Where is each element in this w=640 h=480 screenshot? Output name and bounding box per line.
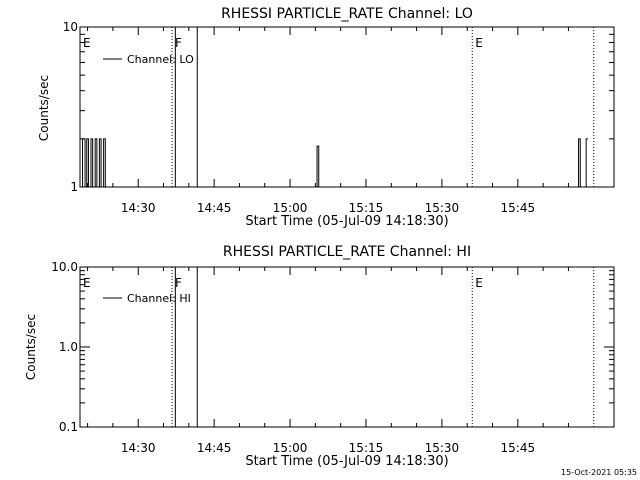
annotation-label-hi-0: E <box>83 276 91 290</box>
x-tick-label-hi-14-45: 14:45 <box>197 441 232 455</box>
chart-title-lo: RHESSI PARTICLE_RATE Channel: LO <box>221 6 473 22</box>
annotation-label-hi-4: E <box>475 276 483 290</box>
x-tick-label-lo-15-15: 15:15 <box>349 201 384 215</box>
y-tick-label-lo-10: 10 <box>63 20 78 34</box>
x-ticks-lo: 14:30 14:45 15:00 15:15 15:30 15:45 <box>87 27 569 215</box>
x-ticks-hi: 14:30 14:45 15:00 15:15 15:30 15:45 <box>87 267 569 455</box>
y-axis-label-lo: Counts/sec <box>37 75 51 141</box>
annotation-label-lo-1: F <box>175 36 182 50</box>
x-axis-label-hi: Start Time (05-Jul-09 14:18:30) <box>245 454 448 469</box>
annotation-label-lo-0: E <box>83 36 91 50</box>
legend-label-lo: Channel: LO <box>127 53 194 66</box>
y-tick-label-hi-0-1: 0.1 <box>59 420 78 434</box>
x-tick-label-hi-15-30: 15:30 <box>425 441 460 455</box>
x-tick-label-lo-15-30: 15:30 <box>425 201 460 215</box>
series-line-lo-0 <box>80 138 588 188</box>
data-layer-lo <box>80 138 588 188</box>
legend-lo: Channel: LO <box>103 53 194 66</box>
footer-timestamp: 15-Oct-2021 05:35 <box>561 468 637 477</box>
panel-hi: RHESSI PARTICLE_RATE Channel: HI Start T… <box>24 244 615 469</box>
chart-title-hi: RHESSI PARTICLE_RATE Channel: HI <box>223 244 471 260</box>
y-tick-label-lo-1: 1 <box>70 180 78 194</box>
plot-frame-hi <box>79 266 615 428</box>
annotation-label-lo-4: E <box>475 36 483 50</box>
panel-lo: RHESSI PARTICLE_RATE Channel: LO Start T… <box>37 6 615 229</box>
x-tick-label-lo-15-00: 15:00 <box>273 201 308 215</box>
x-axis-label-lo: Start Time (05-Jul-09 14:18:30) <box>245 214 448 229</box>
x-tick-label-hi-14-30: 14:30 <box>121 441 156 455</box>
x-tick-label-hi-15-00: 15:00 <box>273 441 308 455</box>
legend-label-hi: Channel: HI <box>127 292 191 305</box>
x-tick-label-lo-14-30: 14:30 <box>121 201 156 215</box>
y-ticks-hi: 0.1 1.0 10.0 <box>51 260 614 434</box>
x-tick-label-hi-15-45: 15:45 <box>501 441 536 455</box>
y-axis-label-hi: Counts/sec <box>24 314 38 380</box>
y-tick-label-hi-10-0: 10.0 <box>51 260 78 274</box>
annotation-label-hi-1: F <box>175 276 182 290</box>
x-tick-label-lo-14-45: 14:45 <box>197 201 232 215</box>
plot-frame-lo <box>79 26 615 188</box>
x-tick-label-lo-15-45: 15:45 <box>501 201 536 215</box>
y-tick-label-hi-1-0: 1.0 <box>59 340 78 354</box>
x-tick-label-hi-15-15: 15:15 <box>349 441 384 455</box>
